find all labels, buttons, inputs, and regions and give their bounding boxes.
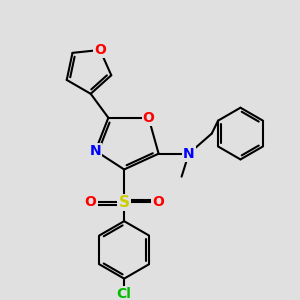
Text: Cl: Cl [117,287,132,300]
Text: O: O [85,196,97,209]
Text: O: O [152,196,164,209]
Text: O: O [94,43,106,57]
Text: N: N [90,144,101,158]
Text: S: S [118,195,130,210]
Text: O: O [142,111,154,125]
Text: N: N [183,147,195,161]
